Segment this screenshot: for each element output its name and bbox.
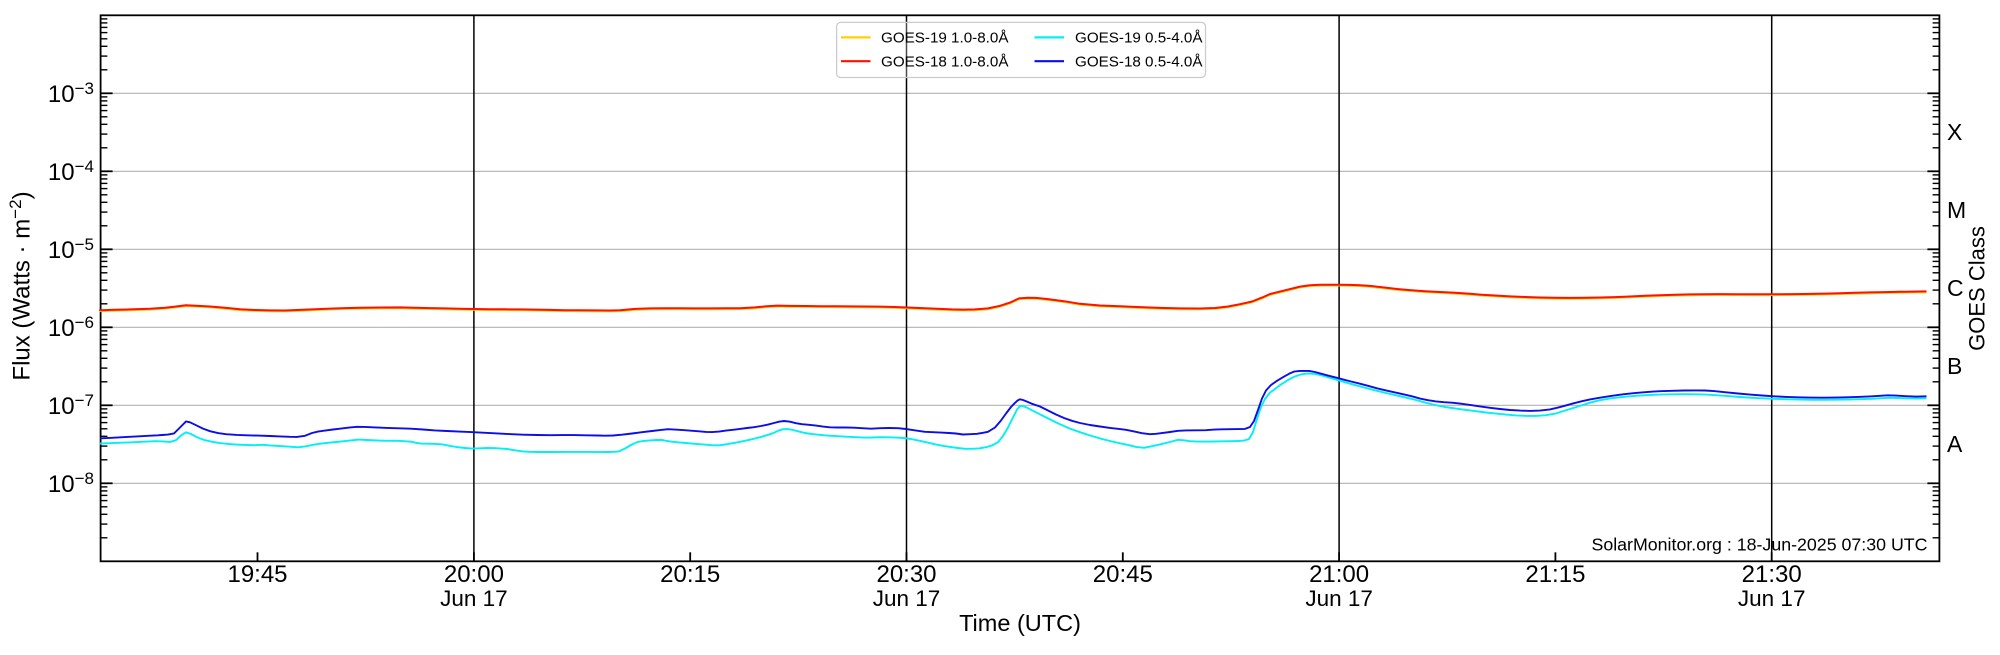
svg-text:20:45: 20:45 <box>1093 561 1153 588</box>
svg-text:C: C <box>1947 275 1964 301</box>
svg-text:21:00: 21:00 <box>1309 561 1369 588</box>
svg-text:GOES-18 1.0-8.0Å: GOES-18 1.0-8.0Å <box>881 53 1009 70</box>
svg-text:Jun 17: Jun 17 <box>440 586 508 611</box>
svg-text:10−4: 10−4 <box>48 157 94 186</box>
svg-text:21:15: 21:15 <box>1525 561 1585 588</box>
svg-text:X: X <box>1947 119 1962 145</box>
svg-text:20:30: 20:30 <box>876 561 936 588</box>
svg-text:GOES-19 0.5-4.0Å: GOES-19 0.5-4.0Å <box>1075 30 1203 47</box>
svg-text:Time (UTC): Time (UTC) <box>959 610 1081 636</box>
svg-text:GOES-18 0.5-4.0Å: GOES-18 0.5-4.0Å <box>1075 53 1203 70</box>
svg-text:A: A <box>1947 431 1963 457</box>
svg-text:20:15: 20:15 <box>660 561 720 588</box>
svg-text:20:00: 20:00 <box>444 561 504 588</box>
svg-text:M: M <box>1947 197 1966 223</box>
svg-text:Flux (Watts · m−2): Flux (Watts · m−2) <box>6 191 36 380</box>
svg-text:19:45: 19:45 <box>227 561 287 588</box>
svg-text:Jun 17: Jun 17 <box>1738 586 1806 611</box>
svg-text:Jun 17: Jun 17 <box>1305 586 1373 611</box>
svg-text:Jun 17: Jun 17 <box>873 586 941 611</box>
svg-text:21:30: 21:30 <box>1742 561 1802 588</box>
svg-text:B: B <box>1947 353 1962 379</box>
svg-text:GOES Class: GOES Class <box>1965 226 1990 351</box>
svg-text:SolarMonitor.org : 18-Jun-2025: SolarMonitor.org : 18-Jun-2025 07:30 UTC <box>1591 535 1927 555</box>
svg-text:GOES-19 1.0-8.0Å: GOES-19 1.0-8.0Å <box>881 30 1009 47</box>
